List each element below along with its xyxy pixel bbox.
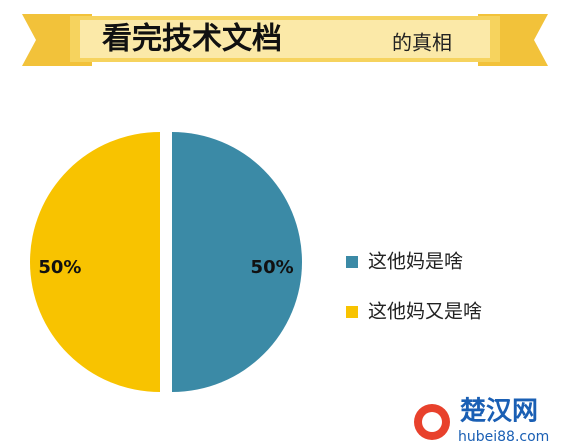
pie-slice [30, 132, 160, 392]
value-label: 50% [251, 257, 294, 278]
watermark-url: hubei88.com [458, 429, 549, 445]
legend-label: 这他妈是啥 [368, 251, 463, 273]
pie-slice [172, 132, 302, 392]
chart-title: 看完技术文档 [102, 22, 282, 57]
legend-label: 这他妈又是啥 [368, 301, 482, 323]
value-label: 50% [38, 257, 81, 278]
legend-swatch [346, 306, 358, 318]
watermark-name: 楚汉网 [460, 397, 538, 427]
chart-title-small: 的真相 [392, 31, 452, 55]
ribbon-inner [80, 20, 490, 58]
watermark-icon-inner [422, 412, 442, 432]
legend-swatch [346, 256, 358, 268]
